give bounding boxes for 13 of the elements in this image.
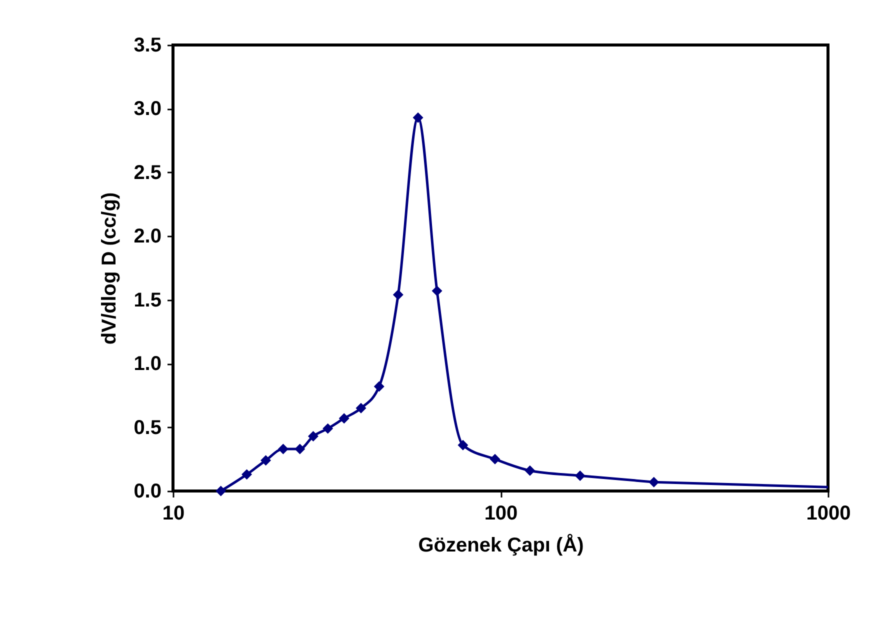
y-tick-label: 2.0: [134, 226, 162, 248]
y-tick-label: 1.0: [134, 353, 162, 376]
y-tick-label: 0.0: [134, 480, 162, 502]
x-tick-label: 1000: [806, 502, 851, 524]
y-tick-label: 2.5: [134, 162, 162, 184]
x-tick-label: 10: [162, 502, 185, 524]
y-axis-title: dV/dlog D (cc/g): [98, 192, 121, 345]
y-tick-label: 0.5: [134, 416, 162, 439]
x-tick-label: 100: [484, 502, 518, 524]
y-tick-label: 3.0: [134, 98, 162, 120]
y-tick-label: 3.5: [134, 34, 162, 56]
y-tick-label: 1.5: [134, 289, 162, 312]
x-axis-title: Gözenek Çapı (Å): [418, 534, 584, 556]
